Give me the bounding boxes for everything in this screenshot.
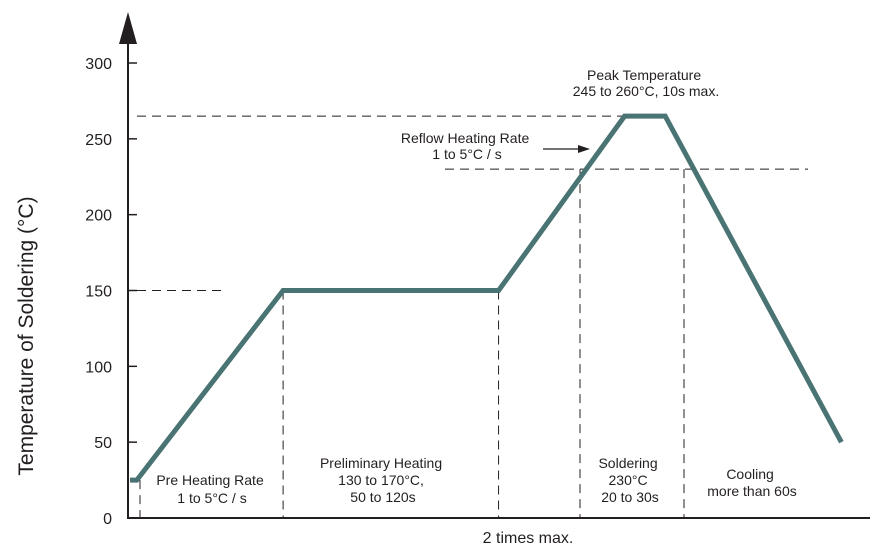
phase-divider-lines xyxy=(139,169,685,518)
pre-heating-line-1: Pre Heating Rate xyxy=(156,472,264,488)
reflow-rate-arrowhead xyxy=(578,145,590,153)
y-axis-arrow xyxy=(119,12,137,44)
x-axis-label: 2 times max. xyxy=(483,530,574,547)
preliminary-line-1: Preliminary Heating xyxy=(320,455,442,471)
y-tick-label: 300 xyxy=(85,56,112,73)
reflow-line-2: 1 to 5°C / s xyxy=(432,146,501,162)
reflow-line-1: Reflow Heating Rate xyxy=(401,130,530,146)
reference-lines xyxy=(137,115,808,291)
preliminary-annotation: Preliminary Heating 130 to 170°C, 50 to … xyxy=(320,455,446,505)
y-tick-label: 0 xyxy=(103,511,112,528)
peak-annotation: Peak Temperature 245 to 260°C, 10s max. xyxy=(573,67,719,99)
pre-heating-annotation: Pre Heating Rate 1 to 5°C / s xyxy=(156,472,267,506)
soldering-line-3: 20 to 30s xyxy=(601,489,659,505)
cooling-annotation: Cooling more than 60s xyxy=(707,466,797,499)
reflow-annotation: Reflow Heating Rate 1 to 5°C / s xyxy=(401,130,533,162)
peak-line-1: Peak Temperature xyxy=(587,67,701,83)
y-tick-label: 100 xyxy=(85,359,112,376)
preliminary-line-3: 50 to 120s xyxy=(350,489,415,505)
soldering-line-1: Soldering xyxy=(598,455,657,471)
y-axis-label: Temperature of Soldering (°C) xyxy=(15,196,38,475)
soldering-annotation: Soldering 230°C 20 to 30s xyxy=(598,455,661,505)
y-tick-label: 200 xyxy=(85,208,112,225)
y-tick-label: 250 xyxy=(85,132,112,149)
peak-line-2: 245 to 260°C, 10s max. xyxy=(573,83,719,99)
cooling-line-1: Cooling xyxy=(726,466,773,482)
temperature-profile-line xyxy=(130,113,844,483)
soldering-line-2: 230°C xyxy=(609,472,648,488)
y-ticks: 0 50 100 150 200 250 300 xyxy=(85,56,137,528)
pre-heating-line-2: 1 to 5°C / s xyxy=(177,490,246,506)
cooling-line-2: more than 60s xyxy=(707,483,797,499)
preliminary-line-2: 130 to 170°C, xyxy=(338,472,424,488)
y-tick-label: 150 xyxy=(85,284,112,301)
y-tick-label: 50 xyxy=(94,435,112,452)
